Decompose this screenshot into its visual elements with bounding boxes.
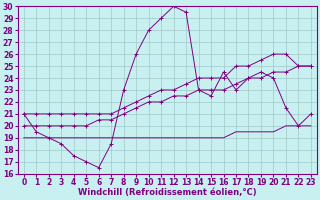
X-axis label: Windchill (Refroidissement éolien,°C): Windchill (Refroidissement éolien,°C): [78, 188, 257, 197]
